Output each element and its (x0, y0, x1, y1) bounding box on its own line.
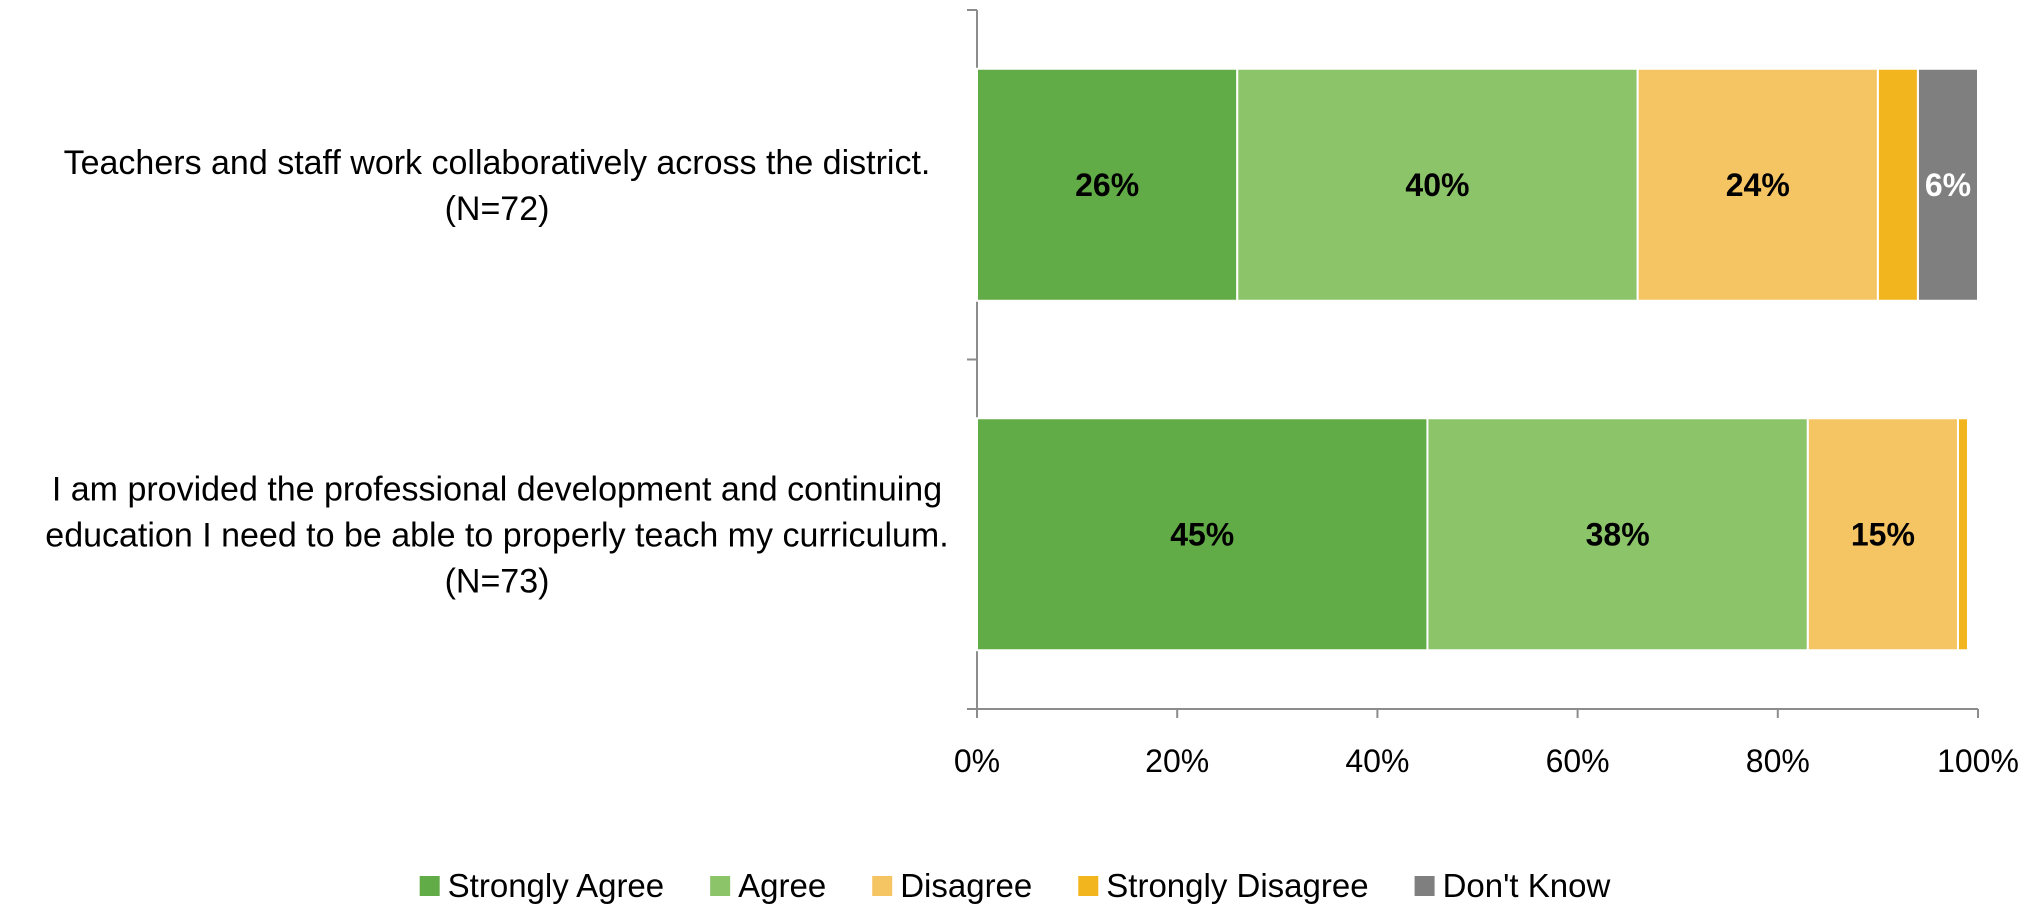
category-label: I am provided the professional developme… (52, 470, 942, 508)
legend-label: Disagree (900, 867, 1032, 904)
legend-swatch (1414, 876, 1435, 896)
bar-segment (1956, 417, 1969, 652)
legend: Strongly Agree Agree Disagree Strongly Disa… (419, 867, 1611, 904)
data-label: 24% (1726, 167, 1790, 203)
data-label: 15% (1851, 516, 1915, 552)
x-tick-label: 0% (954, 743, 1000, 779)
x-tick-label: 20% (1145, 743, 1209, 779)
legend-swatch (710, 876, 731, 896)
x-tick-labels: 0% 20% 40% 60% 80% 100% (954, 743, 2019, 779)
data-label: 6% (1925, 167, 1971, 203)
data-label: 40% (1405, 167, 1469, 203)
category-label: (N=73) (445, 562, 550, 600)
bar-segment (1876, 67, 1919, 302)
x-tick-label: 40% (1345, 743, 1409, 779)
category-label: (N=72) (445, 190, 550, 228)
data-label: 45% (1170, 516, 1234, 552)
bar-segment (976, 67, 1239, 302)
bars: 26% 40% 24% 6% 45% 38% 15% (976, 67, 1979, 652)
legend-swatch (419, 876, 440, 896)
bar-segment (976, 417, 1429, 652)
legend-swatch (872, 876, 893, 896)
category-label: education I need to be able to properly … (45, 516, 948, 554)
x-tick-label: 80% (1746, 743, 1810, 779)
x-tick-label: 60% (1546, 743, 1610, 779)
legend-label: Strongly Agree (448, 867, 664, 904)
bar-segment (1236, 67, 1639, 302)
bar-segment (1916, 67, 1979, 302)
category-label: Teachers and staff work collaboratively … (64, 144, 931, 182)
legend-label: Don't Know (1443, 867, 1611, 904)
data-label: 26% (1075, 167, 1139, 203)
category-labels: Teachers and staff work collaboratively … (45, 144, 948, 601)
bar-segment (1806, 417, 1959, 652)
x-tick-label: 100% (1937, 743, 2019, 779)
legend-label: Strongly Disagree (1106, 867, 1368, 904)
bar-segment (1636, 67, 1879, 302)
legend-swatch (1078, 876, 1099, 896)
data-label: 38% (1586, 516, 1650, 552)
bar-segment (1426, 417, 1809, 652)
legend-label: Agree (738, 867, 826, 904)
